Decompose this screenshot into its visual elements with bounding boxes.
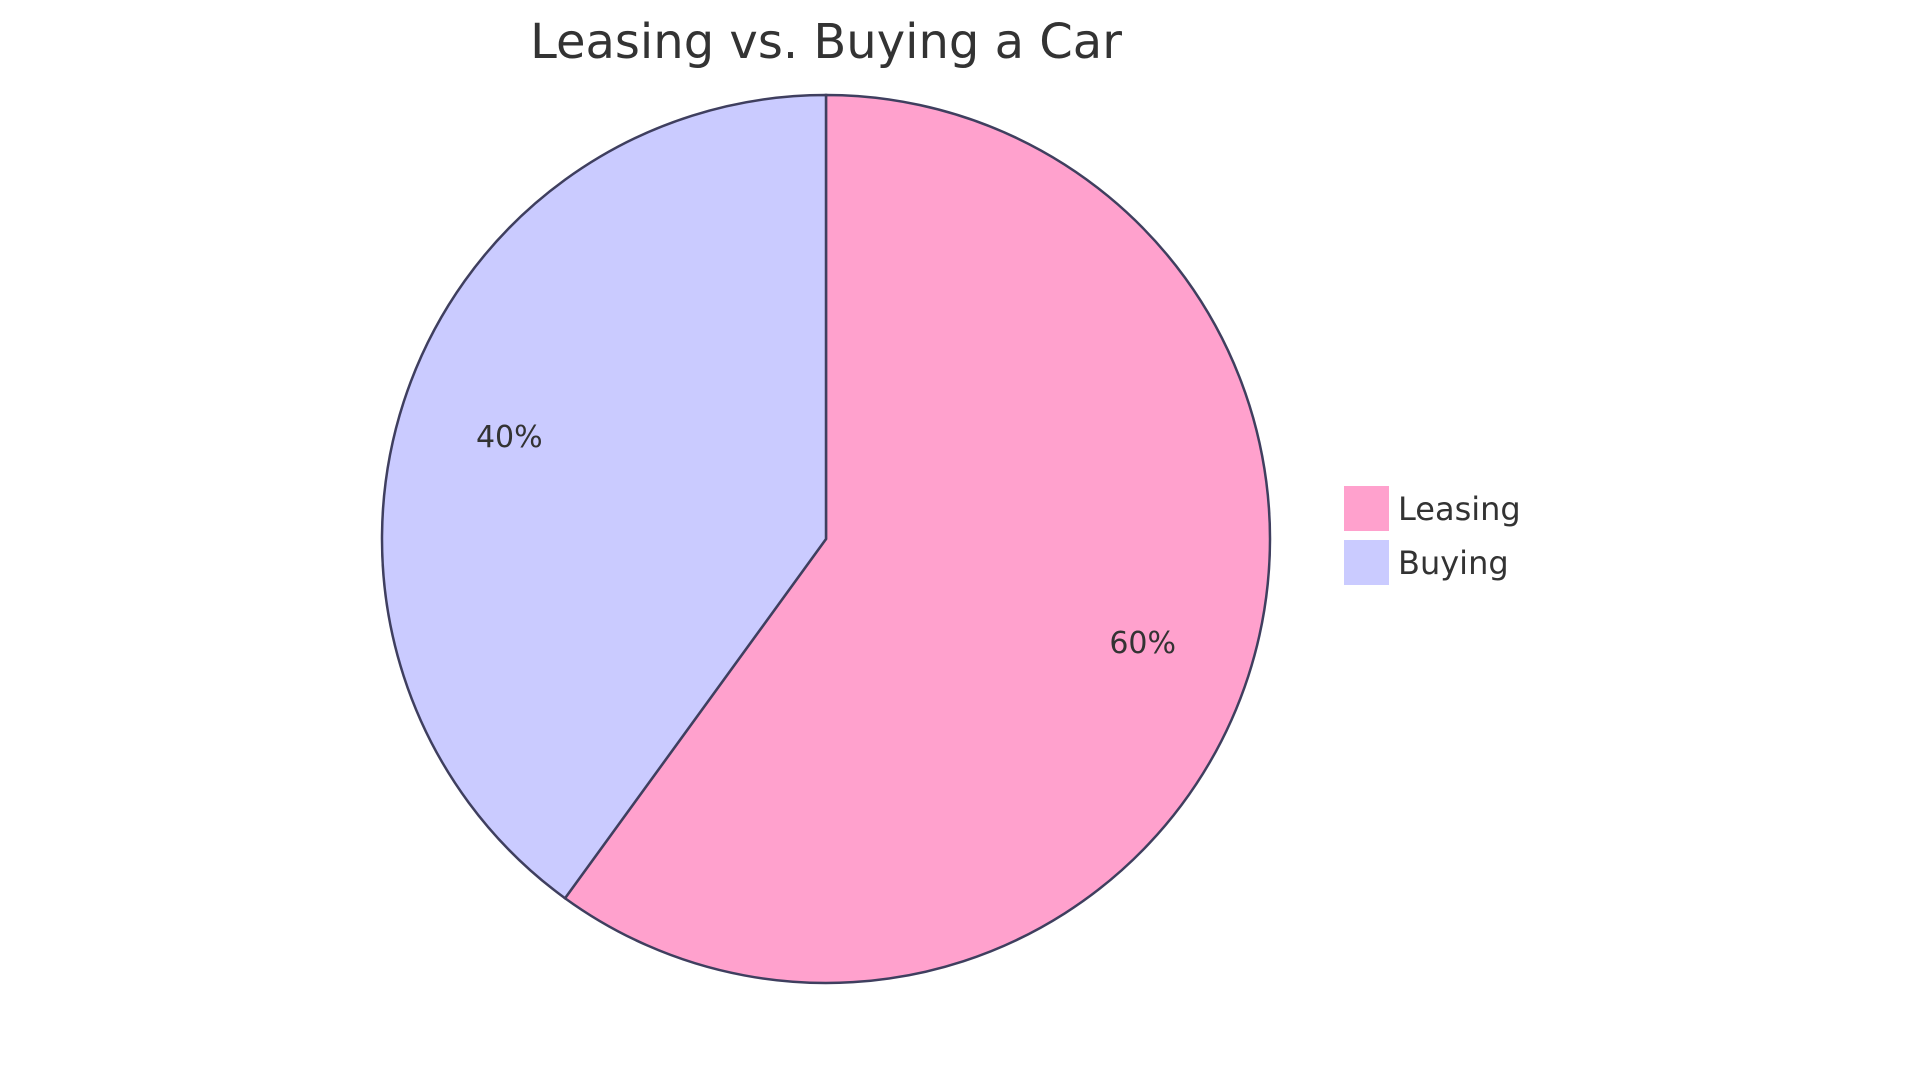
legend-swatch-buying — [1344, 540, 1389, 585]
pie-slice-leasing — [563, 93, 1272, 985]
slice-label-leasing: 60% — [1109, 626, 1176, 661]
slice-label-buying: 40% — [476, 420, 543, 455]
legend-label-leasing: Leasing — [1398, 490, 1521, 528]
pie-slice-buying — [380, 93, 828, 900]
legend-swatch-leasing — [1344, 486, 1389, 531]
chart-title: Leasing vs. Buying a Car — [530, 14, 1122, 70]
legend-label-buying: Buying — [1398, 544, 1509, 582]
